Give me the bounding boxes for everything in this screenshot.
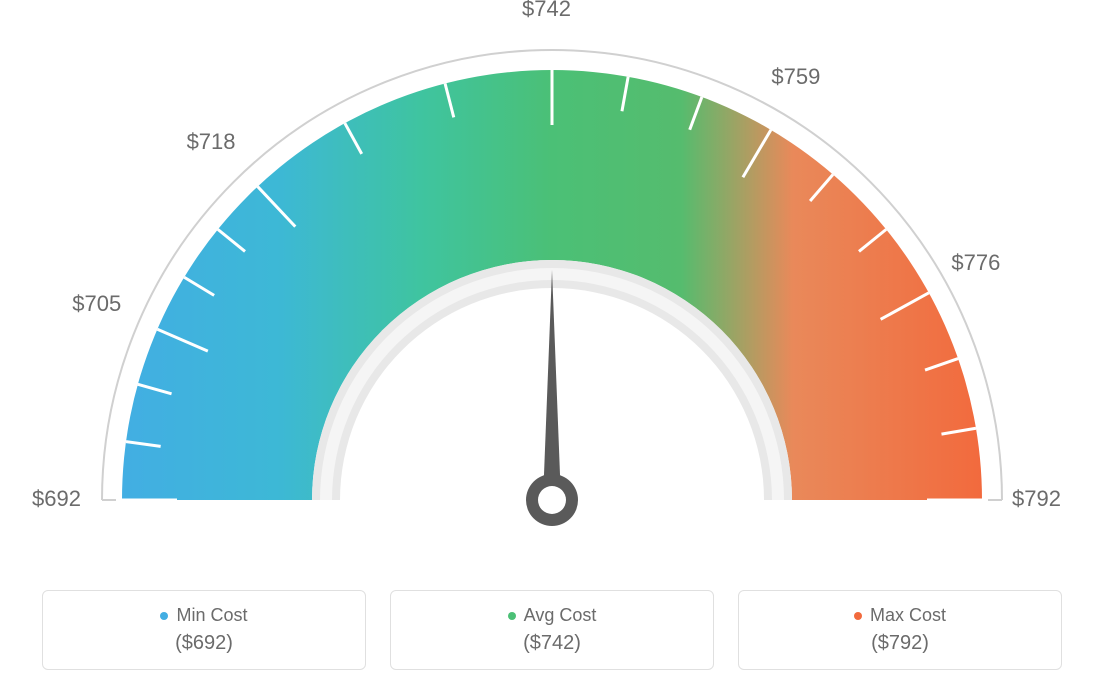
gauge-hub-inner — [538, 486, 566, 514]
legend-min: Min Cost ($692) — [42, 590, 366, 670]
gauge-tick-label: $742 — [522, 0, 571, 22]
legend-avg-label: Avg Cost — [524, 605, 597, 626]
gauge-chart-container: $692 $705 $718 $742 $759 $776 $792 Min Cost ($… — [0, 0, 1104, 690]
gauge-svg — [0, 0, 1104, 560]
legend-avg: Avg Cost ($742) — [390, 590, 714, 670]
legend-min-label: Min Cost — [176, 605, 247, 626]
gauge-tick-label: $759 — [771, 64, 820, 90]
legend-max-dot — [854, 612, 862, 620]
gauge-tick-label: $718 — [187, 129, 236, 155]
legend-min-value: ($692) — [175, 632, 233, 655]
gauge-tick-label: $705 — [72, 291, 121, 317]
gauge-tick-label: $792 — [1012, 486, 1061, 512]
legend-min-title: Min Cost — [160, 605, 247, 626]
gauge-area: $692 $705 $718 $742 $759 $776 $792 — [0, 0, 1104, 560]
legend-max-title: Max Cost — [854, 605, 946, 626]
legend-avg-title: Avg Cost — [508, 605, 597, 626]
legend-max-value: ($792) — [871, 632, 929, 655]
legend-avg-dot — [508, 612, 516, 620]
gauge-tick-label: $776 — [951, 250, 1000, 276]
legend-avg-value: ($742) — [523, 632, 581, 655]
legend-max: Max Cost ($792) — [738, 590, 1062, 670]
legend-row: Min Cost ($692) Avg Cost ($742) Max Cost… — [0, 590, 1104, 670]
gauge-needle — [543, 270, 561, 500]
legend-max-label: Max Cost — [870, 605, 946, 626]
gauge-tick-label: $692 — [32, 486, 81, 512]
legend-min-dot — [160, 612, 168, 620]
